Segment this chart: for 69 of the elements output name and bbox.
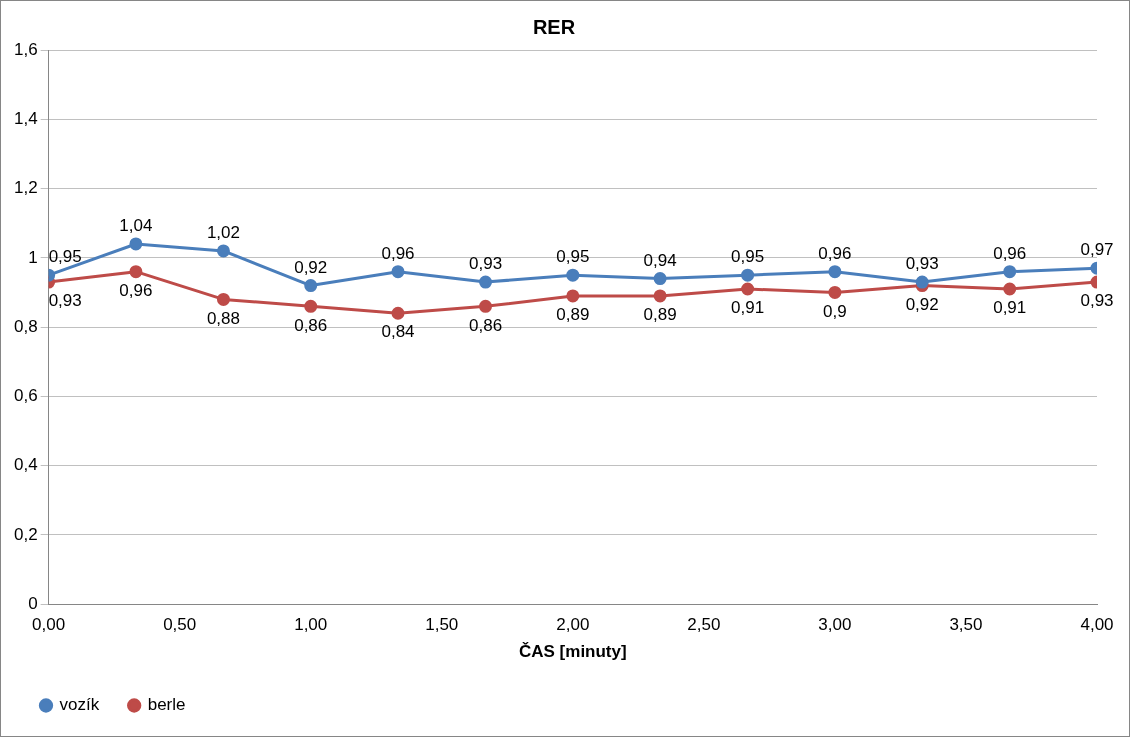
point — [828, 265, 842, 279]
data-label: 0,96 — [381, 243, 415, 263]
y-tick-label: 1,6 — [13, 39, 38, 59]
data-label: 0,89 — [643, 305, 677, 325]
data-label: 0,95 — [48, 247, 82, 267]
legend-label: berle — [147, 695, 186, 715]
data-label: 0,95 — [556, 247, 590, 267]
data-label: 0,93 — [468, 254, 503, 274]
data-label: 0,96 — [818, 243, 852, 263]
y-tick-label: 0,6 — [13, 386, 38, 406]
data-label: 0,84 — [381, 322, 415, 342]
point — [129, 237, 143, 251]
point — [828, 285, 842, 299]
x-tick-label: 0,00 — [32, 615, 66, 635]
x-tick-label: 4,00 — [1080, 615, 1114, 635]
point — [566, 268, 580, 282]
data-label: 0,86 — [468, 315, 503, 335]
data-label: 0,95 — [731, 247, 765, 267]
x-tick-label: 2,00 — [556, 615, 590, 635]
x-tick-label: 2,50 — [687, 615, 721, 635]
data-label: 0,92 — [294, 257, 328, 277]
y-tick-label: 0 — [28, 593, 38, 613]
data-label: 0,96 — [119, 280, 153, 300]
x-axis-title: ČAS [minuty] — [518, 642, 627, 662]
data-label: 0,88 — [206, 308, 240, 328]
data-label: 0,89 — [556, 305, 590, 325]
point — [653, 272, 667, 286]
data-label: 1,02 — [206, 223, 240, 243]
y-tick-label: 1,2 — [13, 178, 38, 198]
x-tick-label: 3,50 — [949, 615, 983, 635]
data-label: 0,91 — [993, 298, 1027, 318]
data-label: 0,96 — [993, 243, 1027, 263]
point — [1003, 265, 1017, 279]
data-label: 0,93 — [1080, 291, 1114, 311]
point — [129, 265, 143, 279]
point — [1003, 282, 1017, 296]
point — [741, 268, 755, 282]
data-label: 0,86 — [294, 315, 328, 335]
point — [479, 299, 493, 313]
legend-label: vozík — [59, 695, 100, 715]
point — [479, 275, 493, 289]
data-label: 0,97 — [1080, 240, 1114, 260]
point — [216, 292, 230, 306]
point — [391, 265, 405, 279]
x-tick-label: 1,50 — [425, 615, 459, 635]
data-label: 0,91 — [731, 298, 765, 318]
point — [915, 275, 929, 289]
y-tick-label: 0,8 — [13, 316, 38, 336]
data-label: 0,93 — [905, 254, 939, 274]
data-label: 0,9 — [823, 301, 847, 321]
point — [216, 244, 230, 258]
data-label: 1,04 — [119, 216, 153, 236]
x-tick-label: 1,00 — [294, 615, 328, 635]
data-label: 0,94 — [643, 250, 677, 270]
point — [741, 282, 755, 296]
data-label: 0,92 — [905, 294, 939, 314]
y-tick-label: 0,2 — [13, 524, 38, 544]
x-tick-label: 3,00 — [818, 615, 852, 635]
point — [566, 289, 580, 303]
y-tick-label: 0,4 — [13, 455, 38, 475]
y-tick-label: 1,4 — [13, 108, 38, 128]
point — [653, 289, 667, 303]
point — [304, 279, 318, 293]
y-tick-label: 1 — [28, 247, 38, 267]
point — [304, 299, 318, 313]
chart-title: RER — [532, 15, 576, 38]
x-tick-label: 0,50 — [163, 615, 197, 635]
data-label: 0,93 — [48, 291, 82, 311]
point — [391, 306, 405, 320]
